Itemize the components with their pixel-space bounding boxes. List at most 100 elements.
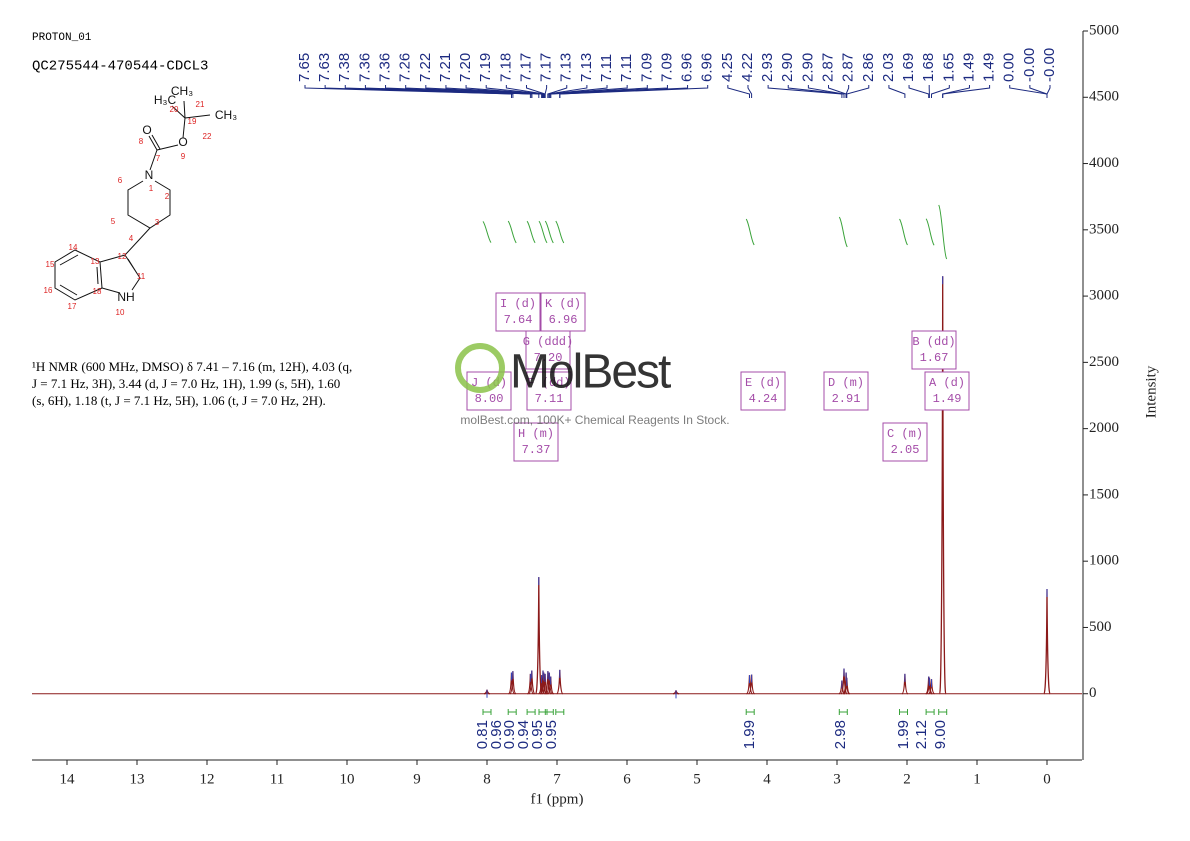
watermark-logo: MolBest	[510, 346, 671, 399]
peak-label: -0.00	[1021, 48, 1038, 82]
multiplet-shift: 1.67	[920, 351, 949, 365]
atom-number: 11	[137, 272, 146, 281]
integral-curve	[538, 220, 548, 244]
multiplet-shift: 1.49	[933, 392, 962, 406]
peak-label: 4.22	[739, 53, 756, 82]
multiplet-label: E (d)	[745, 376, 781, 390]
x-tick-label: 2	[903, 771, 911, 787]
peak-label: 7.19	[477, 53, 494, 82]
peak-label: 7.36	[377, 53, 394, 82]
x-tick-label: 0	[1043, 771, 1051, 787]
integral-bracket	[507, 709, 517, 715]
peak-label: 7.36	[356, 53, 373, 82]
integral-label: 2.98	[832, 720, 849, 749]
peak-connector	[445, 85, 543, 98]
y-tick-label: 2500	[1089, 354, 1119, 370]
peak-connector	[547, 85, 588, 98]
peak-label: 2.93	[759, 53, 776, 82]
peak-label: 1.65	[940, 53, 957, 82]
integral-label: 0.96	[488, 720, 505, 749]
integral-curve	[507, 220, 517, 244]
integral-label: 1.99	[741, 720, 758, 749]
atom-number: 8	[139, 137, 144, 146]
peak	[939, 276, 947, 695]
peak-label: 2.87	[840, 53, 857, 82]
nmr-text: ¹H NMR (600 MHz, DMSO) δ 7.41 – 7.16 (m,…	[32, 359, 352, 374]
peak-label: 2.03	[880, 53, 897, 82]
multiplet-box	[911, 330, 957, 370]
multiplet-label: H (m)	[518, 427, 554, 441]
y-tick-label: 3000	[1089, 288, 1119, 304]
peak-label: 7.63	[316, 53, 333, 82]
integral-curve	[838, 216, 848, 248]
peak-label: 0.00	[1001, 53, 1018, 82]
peak-connector	[845, 85, 850, 98]
peak	[901, 673, 909, 695]
multiplet-shift: 2.91	[832, 392, 861, 406]
integral-label: 0.90	[501, 720, 518, 749]
atom-number: 20	[170, 105, 179, 114]
multiplet-box	[513, 422, 559, 462]
peak-connector	[559, 85, 709, 98]
peak-label: 7.20	[457, 53, 474, 82]
integral-bracket	[482, 709, 492, 715]
x-tick-label: 5	[693, 771, 701, 787]
multiplet-label: D (m)	[828, 376, 864, 390]
peak-label: 6.96	[679, 53, 696, 82]
peak	[556, 669, 564, 695]
peak-label: -0.00	[1041, 48, 1058, 82]
multiplet-label: I (d)	[500, 297, 536, 311]
watermark-icon	[455, 343, 505, 393]
peak-label: 1.69	[900, 53, 917, 82]
integral-curve	[555, 220, 565, 244]
peak-connector	[548, 85, 628, 98]
x-axis-label: f1 (ppm)	[531, 791, 584, 807]
peak-label: 7.18	[497, 53, 514, 82]
multiplet-box	[525, 330, 571, 370]
atom-number: 19	[188, 117, 197, 126]
integral-label: 1.99	[895, 720, 912, 749]
peak-label: 1.68	[920, 53, 937, 82]
multiplet-label: C (m)	[887, 427, 923, 441]
atom-label: CH₃	[171, 84, 193, 98]
peak-label: 7.21	[437, 53, 454, 82]
peak-label: 7.22	[417, 53, 434, 82]
y-tick-label: 500	[1089, 619, 1112, 635]
watermark-text: molBest.com, 100K+ Chemical Reagents In …	[460, 413, 729, 427]
multiplet-label: B (dd)	[912, 335, 955, 349]
multiplet-label: F (dd)	[527, 376, 570, 390]
sample-name: PROTON_01	[32, 32, 92, 44]
multiplet-shift: 7.11	[535, 392, 564, 406]
atom-number: 13	[91, 257, 100, 266]
integral-curve	[526, 220, 536, 244]
peak-connector	[485, 85, 545, 98]
integral-bracket	[938, 709, 948, 715]
x-tick-label: 13	[130, 771, 145, 787]
integral-label: 9.00	[932, 720, 949, 749]
multiplet-box	[526, 371, 572, 411]
x-tick-label: 4	[763, 771, 771, 787]
atom-number: 5	[111, 217, 116, 226]
y-tick-label: 4000	[1089, 155, 1119, 171]
multiplet-label: K (d)	[545, 297, 581, 311]
peak	[535, 577, 543, 695]
integral-label: 0.81	[474, 720, 491, 749]
title: QC275544-470544-CDCL3	[32, 59, 208, 75]
peak-label: 2.87	[819, 53, 836, 82]
integral-curve	[745, 218, 755, 246]
peak	[928, 679, 935, 695]
integral-bracket	[899, 709, 908, 715]
peak	[527, 673, 534, 695]
atom-number: 6	[118, 176, 123, 185]
atom-number: 18	[93, 287, 102, 296]
atom-label: O	[178, 135, 187, 149]
peak-connector	[807, 85, 845, 98]
peak	[1043, 589, 1051, 695]
multiplet-box	[823, 371, 869, 411]
x-tick-label: 1	[973, 771, 981, 787]
x-tick-label: 11	[270, 771, 284, 787]
atom-number: 7	[156, 154, 161, 163]
integral-curve	[899, 218, 908, 246]
peak-label: 7.13	[558, 53, 575, 82]
